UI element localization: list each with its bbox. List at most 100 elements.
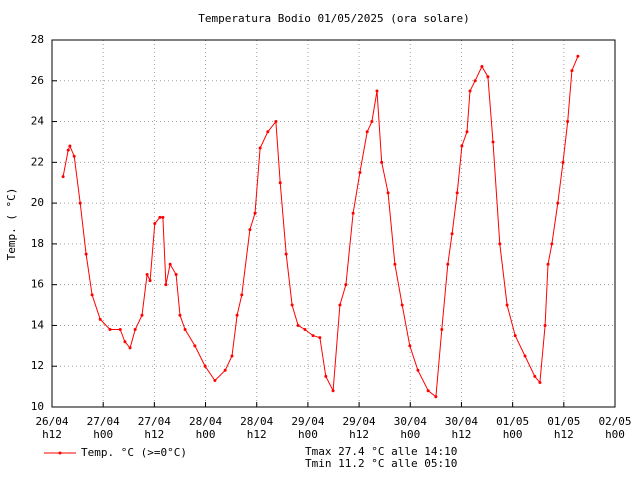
y-tick-label: 22 (31, 155, 44, 168)
data-point (248, 228, 252, 232)
data-point (183, 328, 187, 332)
data-point (523, 354, 527, 358)
data-point (393, 262, 397, 266)
x-tick-label: h12 (452, 428, 472, 441)
data-point (258, 146, 262, 150)
x-tick-label: h12 (42, 428, 62, 441)
x-tick-label: 27/04 (138, 415, 171, 428)
data-point (158, 215, 162, 219)
chart-title: Temperatura Bodio 01/05/2025 (ora solare… (198, 12, 470, 25)
data-point (203, 364, 207, 368)
data-point (235, 313, 239, 317)
data-point (505, 303, 509, 307)
y-tick-label: 26 (31, 74, 44, 87)
data-point (98, 317, 102, 321)
legend-label: Temp. °C (>=0°C) (81, 446, 187, 459)
data-point (450, 232, 454, 236)
y-tick-label: 28 (31, 33, 44, 46)
x-tick-label: 30/04 (445, 415, 478, 428)
data-point (416, 368, 420, 372)
data-point (440, 328, 444, 332)
data-point (533, 374, 537, 378)
data-point (446, 262, 450, 266)
data-point (266, 130, 270, 134)
data-point (68, 144, 72, 148)
x-tick-label: h00 (605, 428, 625, 441)
x-tick-label: 01/05 (496, 415, 529, 428)
data-point (133, 328, 137, 332)
data-point (513, 334, 517, 338)
y-tick-label: 20 (31, 196, 44, 209)
x-tick-label: 01/05 (547, 415, 580, 428)
data-point (543, 323, 547, 327)
y-tick-label: 10 (31, 400, 44, 413)
x-tick-label: 26/04 (35, 415, 68, 428)
data-point (193, 344, 197, 348)
data-point (72, 154, 76, 158)
data-point (491, 140, 495, 144)
data-point (338, 303, 342, 307)
data-point (468, 89, 472, 93)
data-point (145, 272, 149, 276)
x-tick-label: h00 (400, 428, 420, 441)
x-tick-label: h00 (298, 428, 318, 441)
data-point (358, 171, 362, 175)
y-tick-label: 24 (31, 115, 45, 128)
data-point (168, 262, 172, 266)
data-point (284, 252, 288, 256)
data-point (344, 283, 348, 287)
y-tick-label: 12 (31, 359, 44, 372)
data-point (118, 328, 122, 332)
legend-marker (58, 451, 62, 455)
data-point (324, 374, 328, 378)
data-point (108, 328, 112, 332)
data-point (161, 215, 165, 219)
data-point (240, 293, 244, 297)
data-point (278, 181, 282, 185)
data-point (465, 130, 469, 134)
x-tick-label: 28/04 (189, 415, 222, 428)
y-axis-label: Temp. ( °C) (5, 188, 18, 261)
data-point (576, 54, 580, 58)
data-point (570, 69, 574, 73)
plot-frame (51, 39, 616, 408)
data-point (556, 201, 560, 205)
x-tick-label: h12 (247, 428, 267, 441)
data-point (90, 293, 94, 297)
data-point (123, 340, 127, 344)
x-tick-label: 29/04 (291, 415, 324, 428)
x-tick-label: h00 (503, 428, 523, 441)
data-point (66, 148, 70, 152)
data-point (538, 381, 542, 385)
data-point (566, 120, 570, 124)
data-point (296, 323, 300, 327)
data-point (78, 201, 82, 205)
data-point (380, 160, 384, 164)
data-point (351, 211, 355, 215)
x-tick-label: h12 (144, 428, 164, 441)
data-point (303, 328, 307, 332)
data-point (426, 389, 430, 393)
data-point (128, 346, 132, 350)
data-point (253, 211, 257, 215)
data-point (148, 279, 152, 283)
data-point (174, 272, 178, 276)
x-tick-label: 28/04 (240, 415, 273, 428)
data-point (546, 262, 550, 266)
data-point (386, 191, 390, 195)
data-point (561, 160, 565, 164)
data-point (498, 242, 502, 246)
data-point (486, 75, 490, 79)
data-point (408, 344, 412, 348)
y-tick-label: 14 (31, 318, 45, 331)
x-tick-label: h00 (93, 428, 113, 441)
data-point (550, 242, 554, 246)
x-tick-label: 27/04 (87, 415, 120, 428)
annotation: Tmin 11.2 °C alle 05:10 (305, 457, 457, 470)
x-tick-label: h12 (554, 428, 574, 441)
data-point (61, 175, 65, 179)
data-point (140, 313, 144, 317)
x-tick-label: 30/04 (394, 415, 427, 428)
